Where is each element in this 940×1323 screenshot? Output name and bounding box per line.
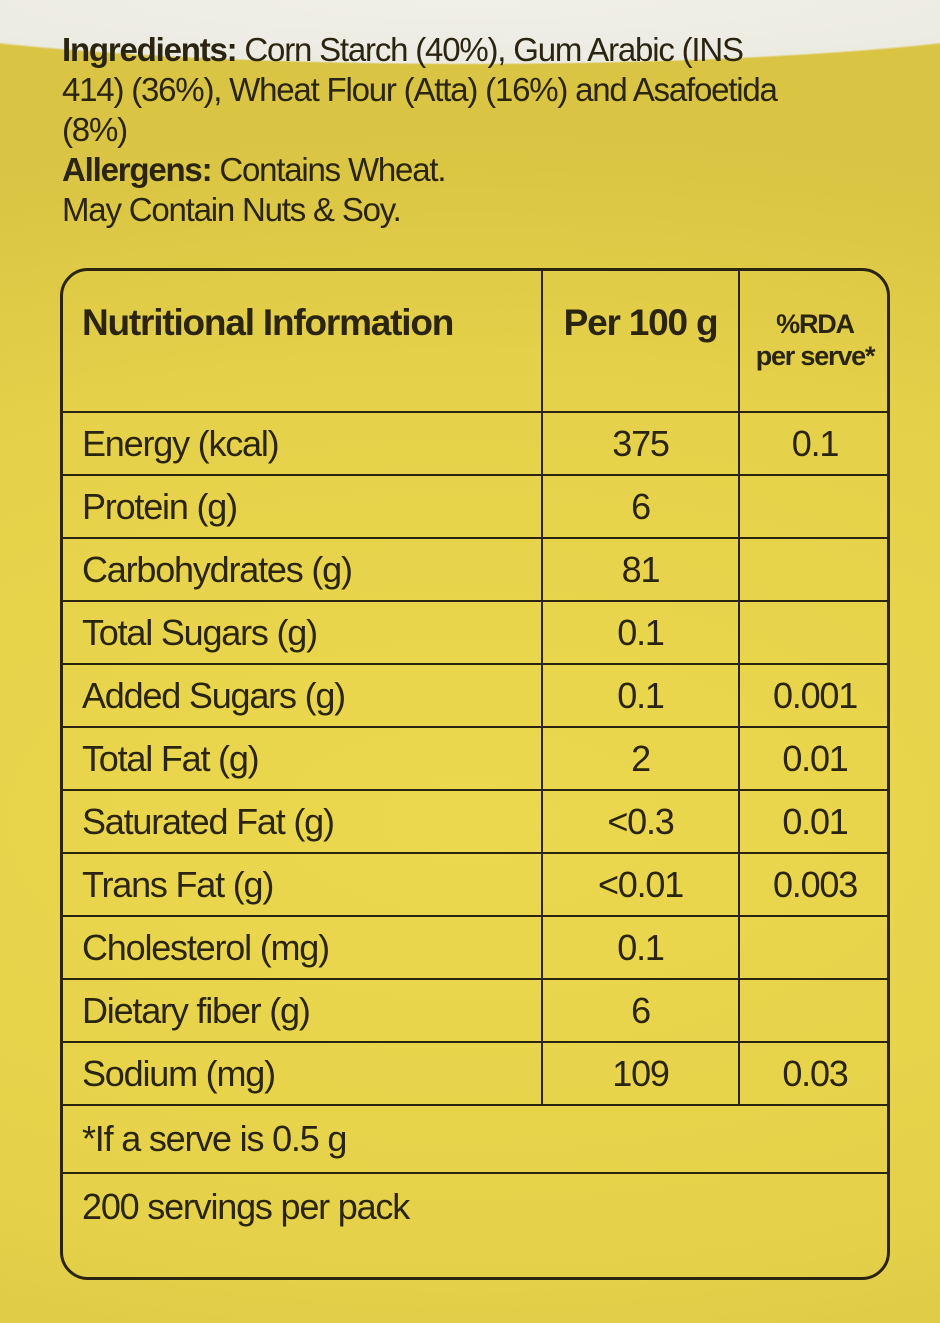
rda-value: 0.03	[738, 1041, 890, 1105]
rda-value: 0.001	[738, 663, 890, 728]
table-row: Protein (g) 6	[60, 474, 890, 539]
per-100g-value: 375	[541, 411, 740, 476]
rda-value	[738, 978, 890, 1043]
table-row: Added Sugars (g) 0.1 0.001	[60, 663, 890, 728]
nutrient-name: Total Fat (g)	[60, 726, 543, 791]
per-100g-value: 6	[541, 978, 740, 1043]
nutrient-name: Sodium (mg)	[60, 1041, 543, 1105]
nutrient-name: Carbohydrates (g)	[60, 537, 543, 602]
per-100g-value: <0.01	[541, 852, 740, 917]
table-row: Trans Fat (g) <0.01 0.003	[60, 852, 890, 917]
ingredients-text: Corn Starch (40%), Gum Arabic (INS 414) …	[62, 31, 778, 148]
per-100g-value: 0.1	[541, 600, 740, 665]
nutrient-name: Energy (kcal)	[60, 411, 543, 476]
table-row: Carbohydrates (g) 81	[60, 537, 890, 602]
per-100g-value: 2	[541, 726, 740, 791]
ingredients-block: Ingredients: Corn Starch (40%), Gum Arab…	[62, 30, 802, 230]
header-rda-line2: per serve*	[755, 341, 876, 371]
per-100g-value: 81	[541, 537, 740, 602]
rda-value	[738, 915, 890, 980]
footnote-row: *If a serve is 0.5 g	[60, 1104, 890, 1174]
header-rda: %RDA per serve*	[738, 268, 890, 413]
rda-value: 0.01	[738, 789, 890, 854]
header-nutritional-information: Nutritional Information	[60, 268, 543, 413]
per-100g-value: 6	[541, 474, 740, 539]
nutrient-name: Trans Fat (g)	[60, 852, 543, 917]
per-100g-value: 0.1	[541, 915, 740, 980]
table-row: Total Fat (g) 2 0.01	[60, 726, 890, 791]
nutrition-table: Nutritional Information Per 100 g %RDA pe…	[60, 268, 890, 1240]
servings-per-pack: 200 servings per pack	[60, 1172, 890, 1240]
table-row: Total Sugars (g) 0.1	[60, 600, 890, 665]
nutrient-name: Total Sugars (g)	[60, 600, 543, 665]
allergens-text: Contains Wheat.	[219, 151, 446, 188]
table-row: Sodium (mg) 109 0.03	[60, 1041, 890, 1105]
nutrient-name: Protein (g)	[60, 474, 543, 539]
table-row: Saturated Fat (g) <0.3 0.01	[60, 789, 890, 854]
rda-value: 0.01	[738, 726, 890, 791]
rda-value	[738, 537, 890, 602]
table-header-row: Nutritional Information Per 100 g %RDA pe…	[60, 268, 890, 413]
per-100g-value: <0.3	[541, 789, 740, 854]
header-per-100g: Per 100 g	[541, 268, 740, 413]
per-100g-value: 0.1	[541, 663, 740, 728]
nutrient-name: Saturated Fat (g)	[60, 789, 543, 854]
nutrient-name: Dietary fiber (g)	[60, 978, 543, 1043]
rda-value: 0.1	[738, 411, 890, 476]
rda-value	[738, 600, 890, 665]
footnote: *If a serve is 0.5 g	[60, 1104, 890, 1174]
servings-row: 200 servings per pack	[60, 1172, 890, 1240]
table-row: Energy (kcal) 375 0.1	[60, 411, 890, 476]
rda-value	[738, 474, 890, 539]
table-row: Cholesterol (mg) 0.1	[60, 915, 890, 980]
nutrient-name: Added Sugars (g)	[60, 663, 543, 728]
may-contain-text: May Contain Nuts & Soy.	[62, 191, 402, 228]
rda-value: 0.003	[738, 852, 890, 917]
nutrient-name: Cholesterol (mg)	[60, 915, 543, 980]
table-row: Dietary fiber (g) 6	[60, 978, 890, 1043]
ingredients-label: Ingredients:	[62, 31, 238, 68]
allergens-label: Allergens:	[62, 151, 213, 188]
header-rda-line1: %RDA	[776, 309, 855, 339]
per-100g-value: 109	[541, 1041, 740, 1105]
